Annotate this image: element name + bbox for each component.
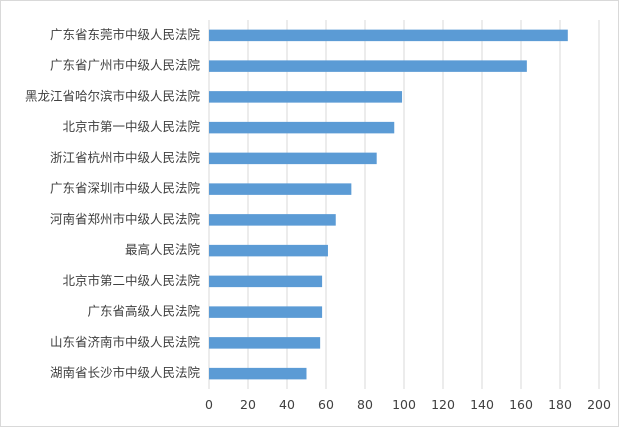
bar xyxy=(209,275,323,288)
bar xyxy=(209,91,403,103)
x-tick-label: 180 xyxy=(548,397,572,412)
bar xyxy=(209,152,377,165)
bar xyxy=(209,214,336,226)
x-tick-label: 40 xyxy=(279,397,295,412)
category-labels: 广东省东莞市中级人民法院广东省广州市中级人民法院黑龙江省哈尔滨市中级人民法院北京… xyxy=(25,27,201,380)
bars xyxy=(209,29,568,380)
bar xyxy=(209,337,321,349)
x-tick-label: 20 xyxy=(240,397,256,412)
x-tick-label: 200 xyxy=(587,397,611,412)
x-tick-label: 120 xyxy=(431,397,455,412)
category-label: 广东省广州市中级人民法院 xyxy=(50,58,201,73)
x-tick-label: 140 xyxy=(470,397,494,412)
category-label: 最高人民法院 xyxy=(125,242,201,257)
category-label: 广东省深圳市中级人民法院 xyxy=(50,181,201,196)
category-label: 湖南省长沙市中级人民法院 xyxy=(50,365,201,380)
category-label: 河南省郑州市中级人民法院 xyxy=(50,211,201,226)
gridlines xyxy=(208,20,600,389)
bar xyxy=(209,367,307,380)
x-tick-label: 100 xyxy=(392,397,416,412)
category-label: 北京市第一中级人民法院 xyxy=(62,119,200,134)
category-label: 广东省东莞市中级人民法院 xyxy=(50,27,201,42)
bar xyxy=(209,183,352,195)
category-label: 浙江省杭州市中级人民法院 xyxy=(50,150,201,165)
category-label: 山东省济南市中级人民法院 xyxy=(50,334,201,349)
x-tick-label: 80 xyxy=(357,397,373,412)
bar xyxy=(209,121,395,134)
category-label: 黑龙江省哈尔滨市中级人民法院 xyxy=(25,88,201,103)
x-tick-label: 0 xyxy=(205,397,213,412)
category-label: 北京市第二中级人民法院 xyxy=(62,273,200,288)
bar xyxy=(209,60,527,72)
x-tick-label: 60 xyxy=(318,397,334,412)
x-tick-label: 160 xyxy=(509,397,533,412)
bar xyxy=(209,306,323,318)
category-label: 广东省高级人民法院 xyxy=(87,304,200,319)
bar xyxy=(209,244,328,257)
bar xyxy=(209,29,568,42)
x-axis-ticks: 0 20 40 60 80 100 120 140 160 180 200 xyxy=(205,397,611,412)
